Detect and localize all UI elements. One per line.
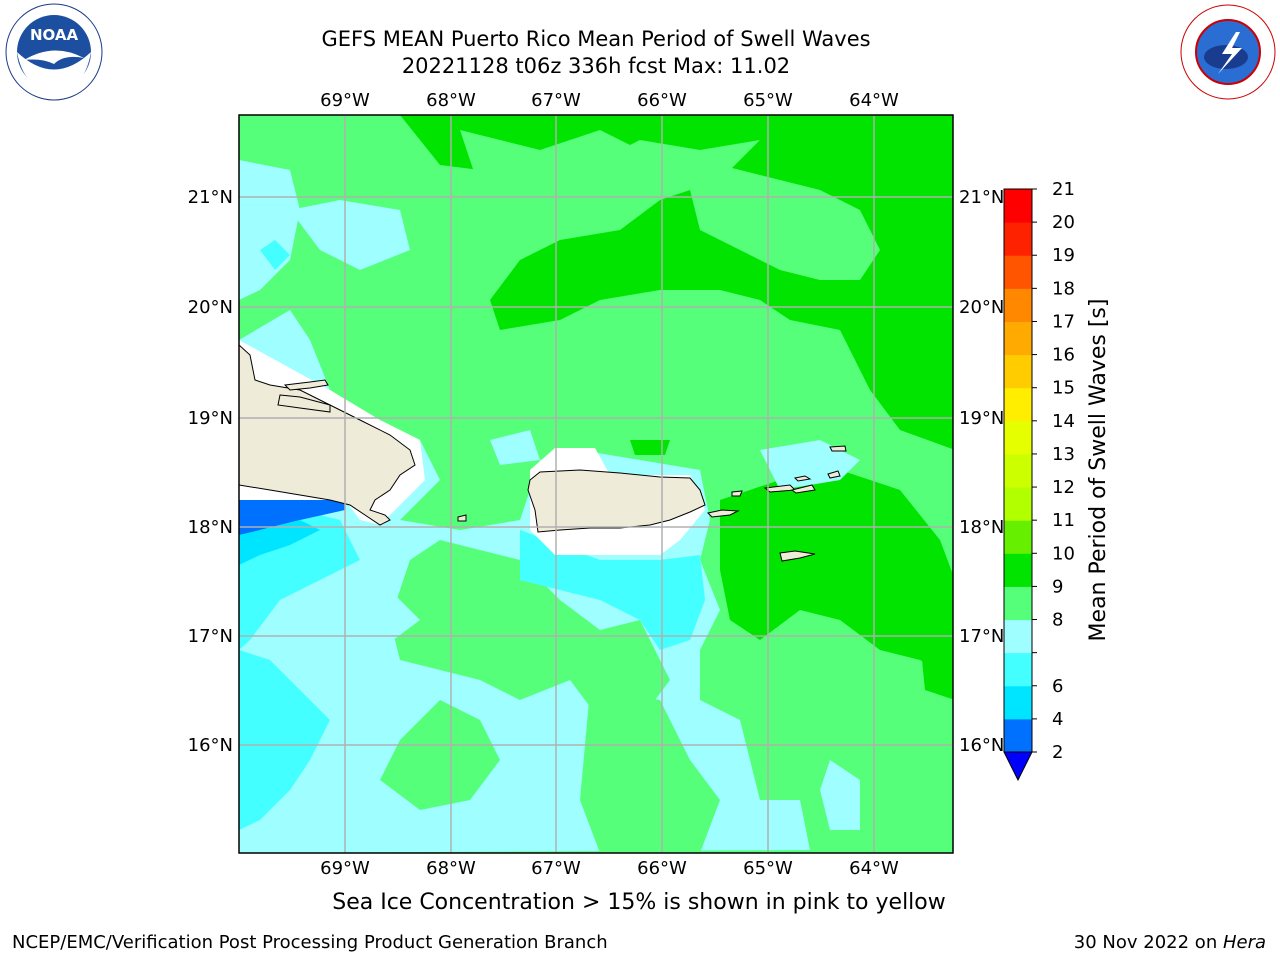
svg-text:NOAA: NOAA: [30, 26, 79, 44]
colorbar-tick-label: 16: [1052, 345, 1075, 366]
lat-label-left: 20°N: [188, 297, 233, 318]
lon-label-bottom: 67°W: [531, 858, 581, 879]
colorbar-band: [1004, 387, 1032, 422]
colorbar-tick-label: 14: [1052, 411, 1075, 432]
lat-label-left: 19°N: [188, 408, 233, 429]
lon-label-bottom: 66°W: [637, 858, 687, 879]
colorbar-band: [1004, 487, 1032, 521]
lon-label-top: 65°W: [743, 90, 793, 111]
colorbar-frame: [1003, 188, 1033, 753]
colorbar-band: [1004, 255, 1032, 289]
lon-label-top: 67°W: [531, 90, 581, 111]
colorbar-tick-label: 18: [1052, 278, 1075, 299]
lat-label-left: 18°N: [188, 517, 233, 538]
colorbar-tick-label: 8: [1052, 610, 1063, 631]
colorbar-tick-label: 4: [1052, 709, 1063, 730]
colorbar-band: [1004, 652, 1032, 687]
noaa-logo: NOAA: [5, 3, 103, 101]
colorbar-band: [1004, 420, 1032, 455]
lat-label-right: 16°N: [959, 735, 1004, 756]
colorbar-band: [1004, 718, 1032, 753]
colorbar-band: [1004, 354, 1032, 389]
map-gridlines: [239, 115, 953, 853]
colorbar-band: [1004, 288, 1032, 322]
lon-label-top: 66°W: [637, 90, 687, 111]
colorbar-tick-label: 21: [1052, 179, 1075, 200]
lat-label-right: 19°N: [959, 408, 1004, 429]
colorbar-tick-label: 15: [1052, 378, 1075, 399]
colorbar: 2 4 6 8 9 10 11 12 13 14 15 16 17 18 19 20 21: [1003, 179, 1075, 782]
lon-label-bottom: 65°W: [743, 858, 793, 879]
colorbar-tick-label: 11: [1052, 510, 1075, 531]
lat-label-right: 21°N: [959, 187, 1004, 208]
lat-label-left: 16°N: [188, 735, 233, 756]
colorbar-band: [1004, 553, 1032, 587]
colorbar-band: [1004, 222, 1032, 256]
lon-label-bottom: 69°W: [320, 858, 370, 879]
sea-ice-note: Sea Ice Concentration > 15% is shown in …: [332, 890, 946, 915]
colorbar-band: [1004, 520, 1032, 554]
footer-date-text: 30 Nov 2022 on: [1073, 932, 1223, 953]
colorbar-label: Mean Period of Swell Waves [s]: [1086, 299, 1111, 642]
footer-credit: NCEP/EMC/Verification Post Processing Pr…: [12, 932, 608, 953]
lat-label-left: 21°N: [188, 187, 233, 208]
colorbar-band: [1004, 453, 1032, 488]
colorbar-tick-label: 2: [1052, 742, 1063, 763]
colorbar-band: [1004, 321, 1032, 356]
lon-label-top: 68°W: [426, 90, 476, 111]
chart-subtitle: 20221128 t06z 336h fcst Max: 11.02: [401, 54, 791, 78]
colorbar-band: [1004, 189, 1032, 223]
lat-label-right: 18°N: [959, 517, 1004, 538]
lon-label-top: 69°W: [320, 90, 370, 111]
colorbar-tick-label: 13: [1052, 444, 1075, 465]
colorbar-extend: [1003, 751, 1033, 782]
lat-label-right: 20°N: [959, 297, 1004, 318]
colorbar-tick-label: 10: [1052, 543, 1075, 564]
lat-label-right: 17°N: [959, 626, 1004, 647]
lon-label-bottom: 64°W: [849, 858, 899, 879]
nws-logo: [1180, 4, 1276, 100]
colorbar-tick-label: 19: [1052, 245, 1075, 266]
colorbar-band: [1004, 619, 1032, 654]
footer-date: 30 Nov 2022 on Hera: [1074, 932, 1266, 953]
colorbar-tick-label: 17: [1052, 311, 1075, 332]
colorbar-band: [1004, 586, 1032, 621]
colorbar-tick-label: 12: [1052, 477, 1075, 498]
lat-label-left: 17°N: [188, 626, 233, 647]
colorbar-tick-label: 9: [1052, 576, 1063, 597]
chart-title: GEFS MEAN Puerto Rico Mean Period of Swe…: [321, 27, 871, 51]
colorbar-tick-label: 6: [1052, 676, 1063, 697]
map-contours: [239, 115, 953, 853]
lon-label-top: 64°W: [849, 90, 899, 111]
map-frame: [238, 114, 954, 854]
colorbar-band: [1004, 685, 1032, 720]
footer-host: Hera: [1222, 932, 1266, 953]
colorbar-tick-label: 20: [1052, 212, 1075, 233]
lon-label-bottom: 68°W: [426, 858, 476, 879]
